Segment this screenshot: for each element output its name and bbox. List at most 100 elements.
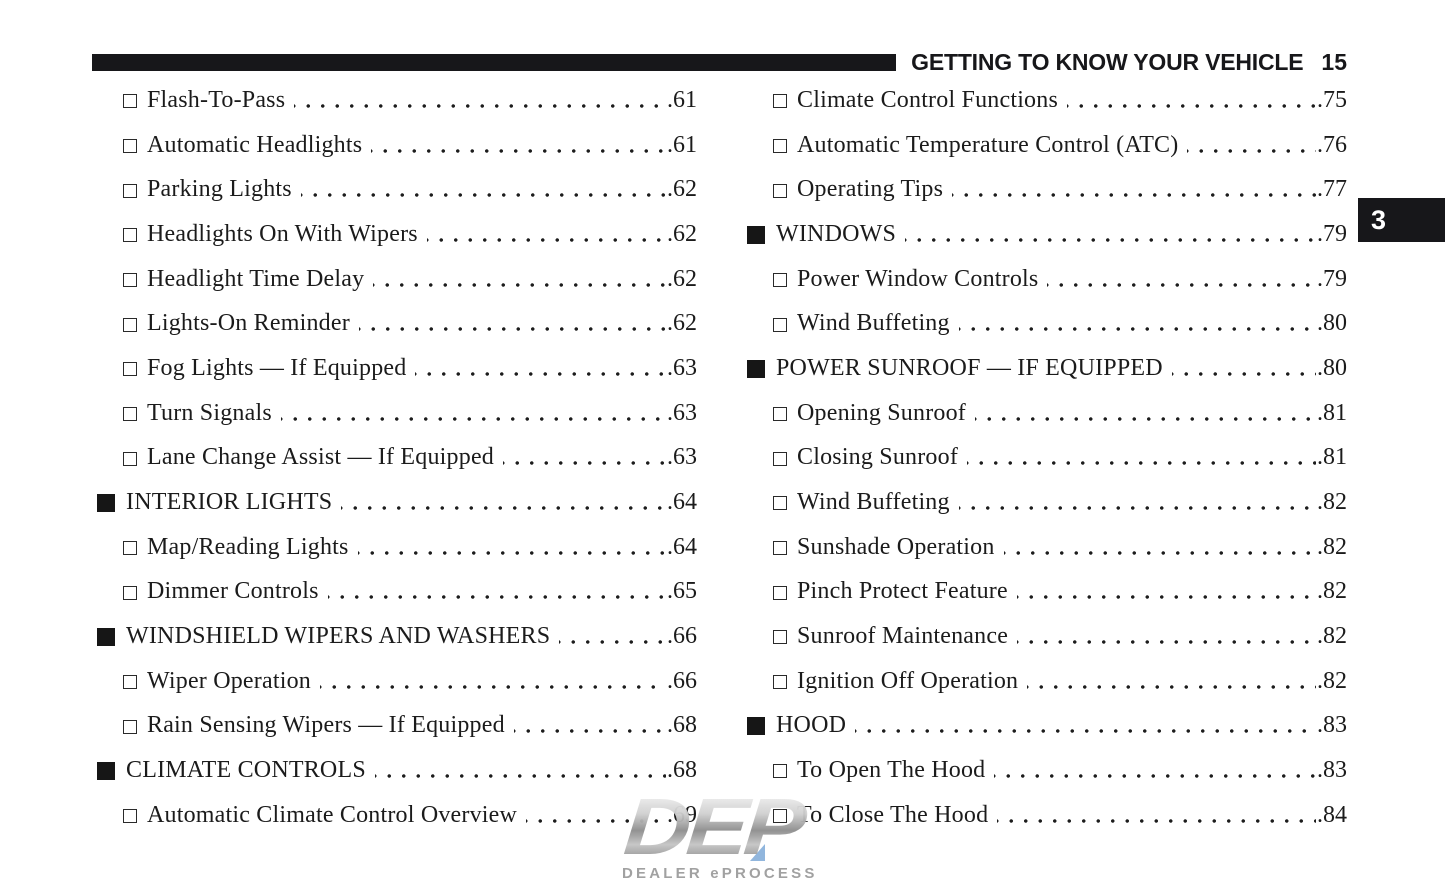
dot-leader (952, 167, 1316, 213)
checkbox-square-icon (123, 183, 137, 198)
checkbox-square-icon (123, 809, 137, 824)
toc-entry-label: Turn Signals (147, 399, 272, 426)
dot-leader (974, 390, 1316, 436)
toc-entry-label: Automatic Temperature Control (ATC) (797, 131, 1179, 158)
toc-entry-page: .66 (667, 622, 697, 649)
checkbox-square-icon (123, 317, 137, 332)
section-square-icon (747, 359, 765, 378)
toc-entry-label: Closing Sunroof (797, 444, 959, 471)
toc-entry-label: Parking Lights (147, 176, 292, 203)
toc-entry-label: Opening Sunroof (797, 399, 966, 426)
toc-column-right: Climate Control Functions .75 Automatic … (747, 78, 1347, 838)
toc-entry-page: .61 (667, 131, 697, 158)
toc-entry-page: .81 (1317, 399, 1347, 426)
toc-entry-label: HOOD (776, 712, 847, 739)
toc-entry-label: Dimmer Controls (147, 578, 319, 605)
checkbox-square-icon (123, 94, 137, 109)
toc-entry-page: .82 (1317, 578, 1347, 605)
dot-leader (967, 435, 1316, 481)
toc-entry-label: Pinch Protect Feature (797, 578, 1008, 605)
toc-entry-page: .79 (1317, 220, 1347, 247)
dot-leader (341, 480, 666, 525)
checkbox-square-icon (773, 541, 787, 556)
toc-entry-page: .65 (667, 578, 697, 605)
toc-entry: Dimmer Controls .65 (97, 569, 697, 615)
dep-logo: DEP (621, 782, 865, 871)
checkbox-square-icon (123, 407, 137, 422)
dot-leader (994, 748, 1316, 793)
toc-entry-page: .81 (1317, 444, 1347, 471)
toc-entry-label: Flash-To-Pass (147, 86, 286, 113)
checkbox-square-icon (773, 139, 787, 153)
dot-leader (1187, 122, 1316, 168)
toc-entry-page: .79 (1317, 265, 1347, 292)
toc-entry-label: Headlight Time Delay (147, 265, 365, 292)
toc-entry-label: Automatic Climate Control Overview (147, 801, 518, 828)
toc-entry-label: To Close The Hood (797, 801, 989, 828)
checkbox-square-icon (123, 675, 137, 690)
section-square-icon (97, 761, 115, 780)
checkbox-square-icon (773, 94, 787, 109)
toc-entry: Wind Buffeting .80 (747, 301, 1347, 347)
page-header: GETTING TO KNOW YOUR VEHICLE 15 (92, 47, 1347, 77)
toc-entry: Lane Change Assist — If Equipped .63 (97, 435, 697, 481)
toc-entry-label: Automatic Headlights (147, 131, 363, 158)
toc-column-left: Flash-To-Pass .61 Automatic Headlights .… (97, 78, 697, 838)
dot-leader (1003, 524, 1316, 570)
toc-entry-page: .82 (1317, 488, 1347, 515)
dot-leader (526, 792, 666, 838)
checkbox-square-icon (773, 585, 787, 600)
toc-entry-label: Map/Reading Lights (147, 533, 349, 560)
toc-entry-page: .62 (667, 176, 697, 203)
dot-leader (319, 658, 666, 704)
toc-entry-page: .83 (1317, 712, 1347, 739)
toc-entry-label: To Open The Hood (797, 756, 986, 783)
toc-entry: Turn Signals .63 (97, 390, 697, 436)
dot-leader (357, 524, 666, 570)
checkbox-square-icon (123, 228, 137, 243)
dot-leader (426, 212, 666, 257)
toc-entry-page: .80 (1317, 354, 1347, 381)
toc-entry: Power Window Controls .79 (747, 256, 1347, 302)
toc-entry-label: CLIMATE CONTROLS (126, 756, 366, 783)
toc-entry: Climate Control Functions .75 (747, 78, 1347, 123)
toc-entry: To Open The Hood .83 (747, 748, 1347, 793)
toc-entry-label: Headlights On With Wipers (147, 220, 418, 247)
toc-entry-label: WINDSHIELD WIPERS AND WASHERS (126, 622, 551, 649)
toc-entry-label: Sunroof Maintenance (797, 622, 1009, 649)
toc-entry-label: INTERIOR LIGHTS (126, 488, 333, 515)
toc-entry: Automatic Temperature Control (ATC) .76 (747, 122, 1347, 168)
checkbox-square-icon (123, 585, 137, 600)
toc-entry: Closing Sunroof .81 (747, 435, 1347, 481)
toc-entry: CLIMATE CONTROLS .68 (97, 748, 697, 793)
checkbox-square-icon (123, 451, 137, 466)
checkbox-square-icon (773, 809, 787, 824)
dot-leader (997, 792, 1316, 838)
toc-entry-page: .62 (667, 310, 697, 337)
dealer-eprocess-wordmark: DEALER ePROCESS (622, 864, 818, 882)
toc-entry-label: POWER SUNROOF — IF EQUIPPED (776, 354, 1163, 381)
toc-entry-page: .80 (1317, 310, 1347, 337)
dot-leader (503, 435, 666, 481)
dot-leader (327, 569, 666, 615)
toc-entry: Parking Lights .62 (97, 167, 697, 213)
header-rule-bar (92, 53, 897, 71)
toc-entry-page: .63 (667, 399, 697, 426)
dot-leader (1171, 346, 1316, 391)
toc-entry-label: Power Window Controls (797, 265, 1039, 292)
toc-entry: Headlights On With Wipers .62 (97, 212, 697, 257)
toc-entry-page: .62 (667, 220, 697, 247)
dot-leader (1017, 614, 1316, 659)
dot-leader (415, 346, 666, 391)
toc-entry: Lights-On Reminder .62 (97, 301, 697, 347)
dot-leader (373, 256, 666, 302)
checkbox-square-icon (123, 362, 137, 377)
section-square-icon (747, 717, 765, 736)
toc-entry: Opening Sunroof .81 (747, 390, 1347, 436)
toc-entry-label: Wiper Operation (147, 667, 311, 694)
toc-entry: Automatic Climate Control Overview .69 (97, 792, 697, 838)
toc-entry-page: .63 (667, 354, 697, 381)
dot-leader (1047, 256, 1316, 302)
toc-entry-page: .76 (1317, 131, 1347, 158)
